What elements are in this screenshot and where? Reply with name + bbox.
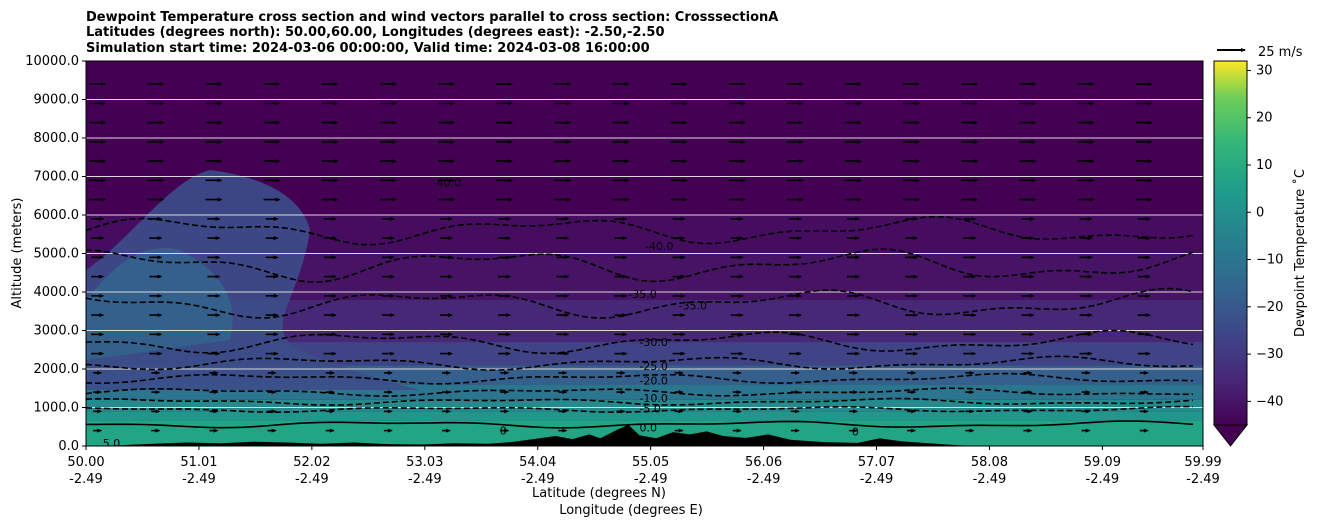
x-tick-label-lon: -2.49 — [69, 472, 103, 487]
x-tick-label-lon: -2.49 — [860, 472, 894, 487]
colorbar-tick-label: 0 — [1256, 205, 1264, 220]
contour-label: -30.0 — [639, 336, 667, 349]
x-tick-label-lat: 56.06 — [745, 455, 782, 470]
contour-label: 0 — [500, 425, 507, 438]
contour-label: -5.0 — [639, 402, 660, 415]
x-tick-label-lat: 52.02 — [293, 455, 330, 470]
x-tick-label-lon: -2.49 — [973, 472, 1007, 487]
x-tick-label-lat: 53.03 — [406, 455, 443, 470]
contour-label: -25.0 — [639, 360, 667, 373]
x-axis-label: Latitude (degrees N) — [532, 486, 666, 501]
y-tick-label: 9000.0 — [34, 93, 80, 108]
contour-line — [86, 215, 1194, 246]
contour-label: 5.0 — [103, 437, 121, 450]
plot-area: -40.0 -40.0 -35.0 -35.0 -30.0 -25.0 -20.0 -10.0… — [86, 61, 1203, 450]
x-axis: 50.00 -2.49 51.01 -2.49 52.02 -2.49 53.03 -2.49… — [67, 446, 1222, 487]
colorbar-tick-label: 30 — [1256, 63, 1273, 78]
y-axis: 0.0 1000.0 2000.0 3000.0 4000.0 5000.0 6000.0 7… — [25, 54, 86, 454]
contour-line — [86, 248, 1194, 283]
x-tick-label-lon: -2.49 — [1086, 472, 1120, 487]
field-band — [86, 399, 1203, 412]
contour-label: 0.0 — [639, 422, 657, 435]
x-tick-label-lat: 51.01 — [180, 455, 217, 470]
y-tick-label: 5000.0 — [34, 247, 80, 262]
y-tick-label: 6000.0 — [34, 208, 80, 223]
terrain-profile — [86, 424, 1203, 446]
colorbar-tick-label: 10 — [1256, 158, 1273, 173]
x-tick-label-lat: 55.05 — [632, 455, 669, 470]
colorbar-tick-label: −30 — [1256, 347, 1283, 362]
x-tick-label-lat: 59.09 — [1084, 455, 1121, 470]
colorbar-tick-label: −10 — [1256, 253, 1283, 268]
contour-line — [86, 397, 1193, 406]
x-tick-label-lat: 50.00 — [67, 455, 104, 470]
title-line-1: Dewpoint Temperature cross section and w… — [86, 10, 778, 25]
title-line-2: Latitudes (degrees north): 50.00,60.00, … — [86, 25, 665, 40]
wind-vectors — [89, 82, 1153, 433]
grid-lines — [86, 61, 1203, 446]
colorbar-ticks: −40 −30 −20 −10 0 10 20 30 — [1247, 63, 1283, 409]
contour-line — [86, 387, 1193, 397]
colorbar-extend-triangle — [1212, 424, 1249, 447]
quiver-key-label: 25 m/s — [1258, 45, 1303, 60]
y-tick-label: 10000.0 — [25, 54, 79, 69]
contour-label: -35.0 — [679, 299, 707, 312]
contour-label: -40.0 — [645, 240, 673, 253]
colorbar-tick-label: −20 — [1256, 300, 1283, 315]
colorbar: −40 −30 −20 −10 0 10 20 30 Dewpoint Temperature… — [1212, 60, 1308, 447]
contour-label: -20.0 — [639, 375, 667, 388]
terrain — [86, 424, 1203, 446]
y-axis-label: Altitude (meters) — [10, 198, 25, 309]
x-tick-label-lat: 57.07 — [858, 455, 895, 470]
x-tick-label-lon: -2.49 — [747, 472, 781, 487]
y-tick-label: 3000.0 — [34, 324, 80, 339]
chart-title: Dewpoint Temperature cross section and w… — [86, 10, 778, 56]
moist-region-core — [86, 248, 233, 360]
x-axis-label-secondary: Longitude (degrees E) — [559, 503, 703, 518]
y-tick-label: 8000.0 — [34, 131, 80, 146]
contour-line — [86, 420, 1193, 429]
contour-line — [86, 372, 1193, 385]
colorbar-tick-label: 20 — [1256, 111, 1273, 126]
x-tick-label-lat: 59.99 — [1184, 455, 1221, 470]
colorbar-gradient — [1213, 60, 1248, 426]
contour-label: -10.0 — [639, 392, 667, 405]
contour-label: -35.0 — [628, 288, 656, 301]
x-tick-label-lon: -2.49 — [1186, 472, 1220, 487]
x-tick-label-lon: -2.49 — [408, 472, 442, 487]
contour-line — [86, 287, 1194, 319]
x-tick-label-lon: -2.49 — [634, 472, 668, 487]
contour-line — [86, 355, 1193, 371]
contour-label: -40.0 — [433, 176, 461, 189]
colorbar-label: Dewpoint Temperature ˚C — [1292, 169, 1308, 337]
y-tick-label: 4000.0 — [34, 285, 80, 300]
contour-line — [86, 329, 1194, 355]
x-tick-label-lon: -2.49 — [521, 472, 555, 487]
quiver-key: 25 m/s — [1217, 45, 1303, 60]
x-tick-label-lat: 54.04 — [519, 455, 556, 470]
x-tick-label-lon: -2.49 — [182, 472, 216, 487]
x-tick-label-lat: 58.08 — [971, 455, 1008, 470]
contour-label: 0 — [852, 425, 859, 438]
field-band — [86, 411, 1203, 421]
y-tick-label: 1000.0 — [34, 401, 80, 416]
y-tick-label: 2000.0 — [34, 362, 80, 377]
y-tick-label: 0.0 — [58, 439, 79, 454]
colorbar-tick-label: −40 — [1256, 394, 1283, 409]
y-tick-label: 7000.0 — [34, 170, 80, 185]
title-line-3: Simulation start time: 2024-03-06 00:00:… — [86, 41, 650, 56]
x-tick-label-lon: -2.49 — [295, 472, 329, 487]
contour-labels: -40.0 -40.0 -35.0 -35.0 -30.0 -25.0 -20.0 -10.0… — [103, 176, 859, 450]
